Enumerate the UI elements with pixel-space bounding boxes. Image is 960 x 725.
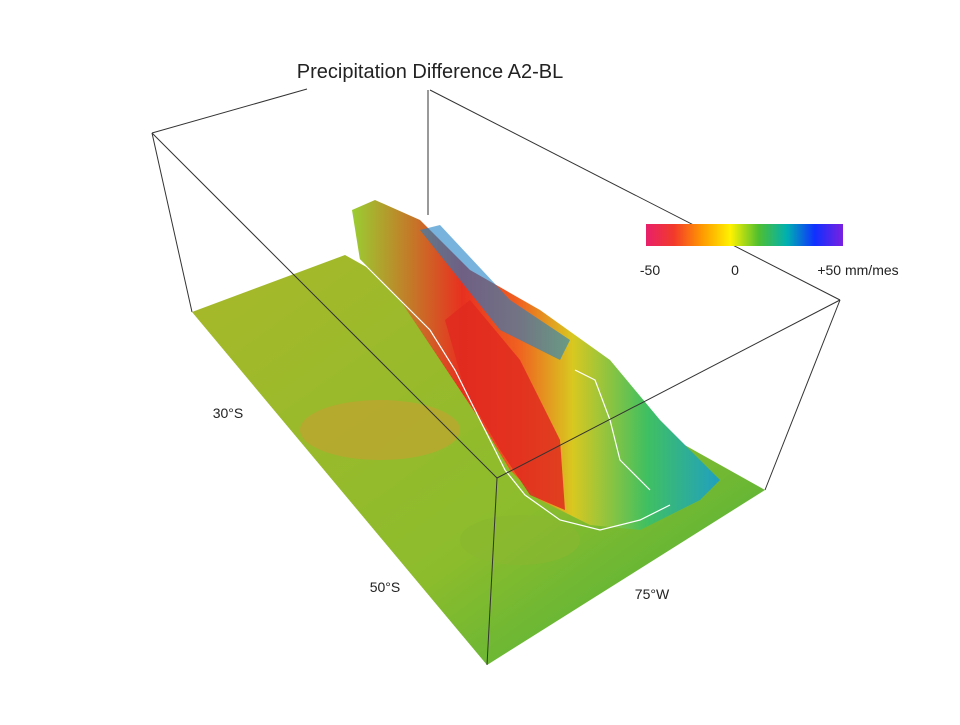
- colorbar-labels: -50 0 +50 mm/mes: [640, 262, 899, 278]
- lon-label: 75°W: [635, 586, 670, 602]
- lat-label: 30°S: [213, 405, 244, 421]
- box-back: [151, 88, 841, 491]
- colorbar-label: 0: [731, 262, 739, 278]
- box-front: [151, 132, 841, 666]
- coastline: [354, 254, 671, 531]
- andes-surface: [352, 200, 720, 530]
- positive-band: [420, 225, 570, 360]
- lat-label: 50°S: [370, 579, 401, 595]
- negative-band: [445, 300, 565, 510]
- dry-patch: [460, 515, 580, 565]
- dry-patch: [300, 400, 460, 460]
- colorbar-label: -50: [640, 262, 660, 278]
- colorbar: [646, 224, 843, 246]
- title: Precipitation Difference A2-BL: [297, 61, 563, 83]
- colorbar-label: +50 mm/mes: [817, 262, 898, 278]
